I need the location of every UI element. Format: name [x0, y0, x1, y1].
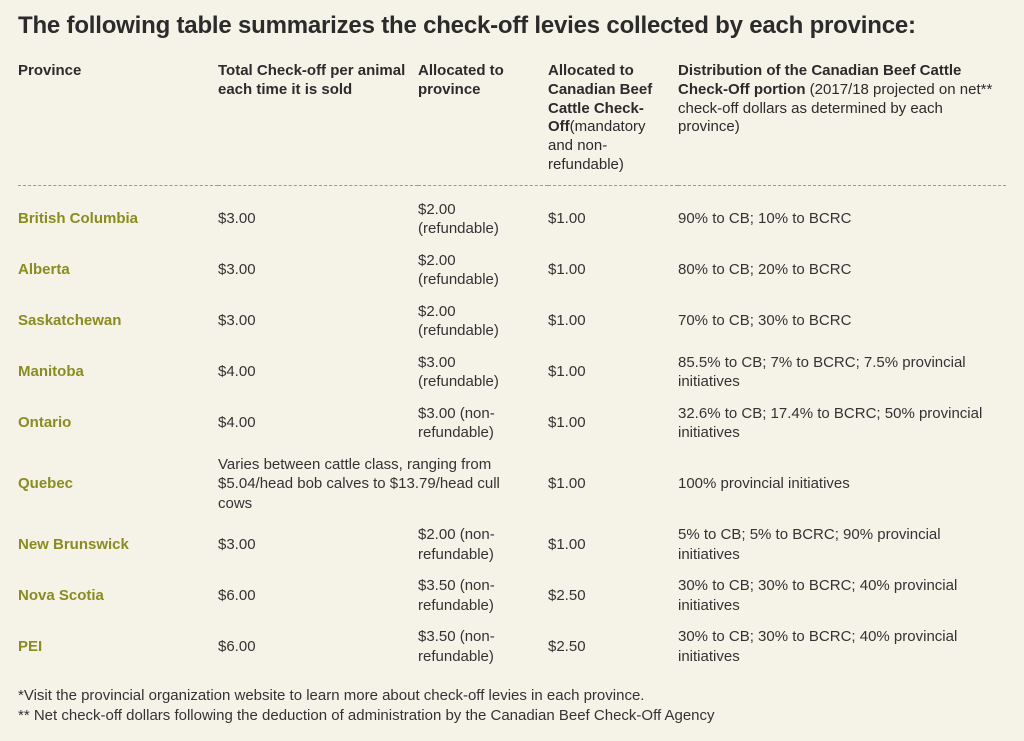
cell-province: Alberta [18, 245, 218, 296]
cell-total: $3.00 [218, 296, 418, 347]
cell-total: $4.00 [218, 398, 418, 449]
cell-alloc-canadian: $1.00 [548, 449, 678, 520]
cell-alloc-province: $3.00 (refundable) [418, 347, 548, 398]
table-row: PEI$6.00$3.50 (non-refundable)$2.5030% t… [18, 621, 1006, 672]
cell-alloc-canadian: $2.50 [548, 570, 678, 621]
cell-alloc-province: $3.50 (non-refundable) [418, 570, 548, 621]
cell-alloc-province: $2.00 (refundable) [418, 245, 548, 296]
table-body: British Columbia$3.00$2.00 (refundable)$… [18, 185, 1006, 672]
cell-distribution: 32.6% to CB; 17.4% to BCRC; 50% provinci… [678, 398, 1006, 449]
col-header-alloc-province: Allocated to province [418, 58, 548, 185]
page-container: The following table summarizes the check… [0, 0, 1024, 741]
cell-distribution: 100% provincial initiatives [678, 449, 1006, 520]
cell-distribution: 85.5% to CB; 7% to BCRC; 7.5% provincial… [678, 347, 1006, 398]
cell-distribution: 30% to CB; 30% to BCRC; 40% provincial i… [678, 621, 1006, 672]
cell-alloc-canadian: $1.00 [548, 347, 678, 398]
cell-province: Saskatchewan [18, 296, 218, 347]
cell-distribution: 70% to CB; 30% to BCRC [678, 296, 1006, 347]
footnotes: *Visit the provincial organization websi… [18, 686, 1006, 727]
col-header-alloc-canadian: Allocated to Canadian Beef Cattle Check-… [548, 58, 678, 185]
cell-alloc-province: $2.00 (non-refundable) [418, 519, 548, 570]
cell-total: $3.00 [218, 519, 418, 570]
cell-province: British Columbia [18, 185, 218, 245]
cell-total: Varies between cattle class, ranging fro… [218, 449, 548, 520]
cell-total: $4.00 [218, 347, 418, 398]
table-row: British Columbia$3.00$2.00 (refundable)$… [18, 185, 1006, 245]
cell-alloc-province: $3.00 (non-refundable) [418, 398, 548, 449]
levies-table: Province Total Check-off per animal each… [18, 58, 1006, 672]
table-row: Nova Scotia$6.00$3.50 (non-refundable)$2… [18, 570, 1006, 621]
cell-alloc-canadian: $1.00 [548, 296, 678, 347]
table-header: Province Total Check-off per animal each… [18, 58, 1006, 185]
cell-province: Ontario [18, 398, 218, 449]
table-row: Saskatchewan$3.00$2.00 (refundable)$1.00… [18, 296, 1006, 347]
footnote-1: *Visit the provincial organization websi… [18, 686, 1006, 706]
table-row: Manitoba$4.00$3.00 (refundable)$1.0085.5… [18, 347, 1006, 398]
footnote-2: ** Net check-off dollars following the d… [18, 706, 1006, 726]
table-row: New Brunswick$3.00$2.00 (non-refundable)… [18, 519, 1006, 570]
cell-alloc-canadian: $1.00 [548, 185, 678, 245]
cell-alloc-province: $2.00 (refundable) [418, 185, 548, 245]
cell-alloc-canadian: $1.00 [548, 398, 678, 449]
cell-total: $3.00 [218, 185, 418, 245]
cell-alloc-canadian: $1.00 [548, 519, 678, 570]
cell-total: $6.00 [218, 621, 418, 672]
cell-distribution: 80% to CB; 20% to BCRC [678, 245, 1006, 296]
cell-alloc-province: $3.50 (non-refundable) [418, 621, 548, 672]
cell-alloc-canadian: $1.00 [548, 245, 678, 296]
cell-alloc-canadian: $2.50 [548, 621, 678, 672]
cell-province: Nova Scotia [18, 570, 218, 621]
table-row: Ontario$4.00$3.00 (non-refundable)$1.003… [18, 398, 1006, 449]
cell-province: PEI [18, 621, 218, 672]
cell-total: $3.00 [218, 245, 418, 296]
cell-alloc-province: $2.00 (refundable) [418, 296, 548, 347]
table-row: Alberta$3.00$2.00 (refundable)$1.0080% t… [18, 245, 1006, 296]
col-header-province: Province [18, 58, 218, 185]
cell-distribution: 5% to CB; 5% to BCRC; 90% provincial ini… [678, 519, 1006, 570]
col-header-distribution: Distribution of the Canadian Beef Cattle… [678, 58, 1006, 185]
page-title: The following table summarizes the check… [18, 12, 1006, 40]
cell-total: $6.00 [218, 570, 418, 621]
table-row: QuebecVaries between cattle class, rangi… [18, 449, 1006, 520]
cell-province: Manitoba [18, 347, 218, 398]
cell-distribution: 90% to CB; 10% to BCRC [678, 185, 1006, 245]
col-header-total: Total Check-off per animal each time it … [218, 58, 418, 185]
cell-province: New Brunswick [18, 519, 218, 570]
cell-distribution: 30% to CB; 30% to BCRC; 40% provincial i… [678, 570, 1006, 621]
cell-province: Quebec [18, 449, 218, 520]
